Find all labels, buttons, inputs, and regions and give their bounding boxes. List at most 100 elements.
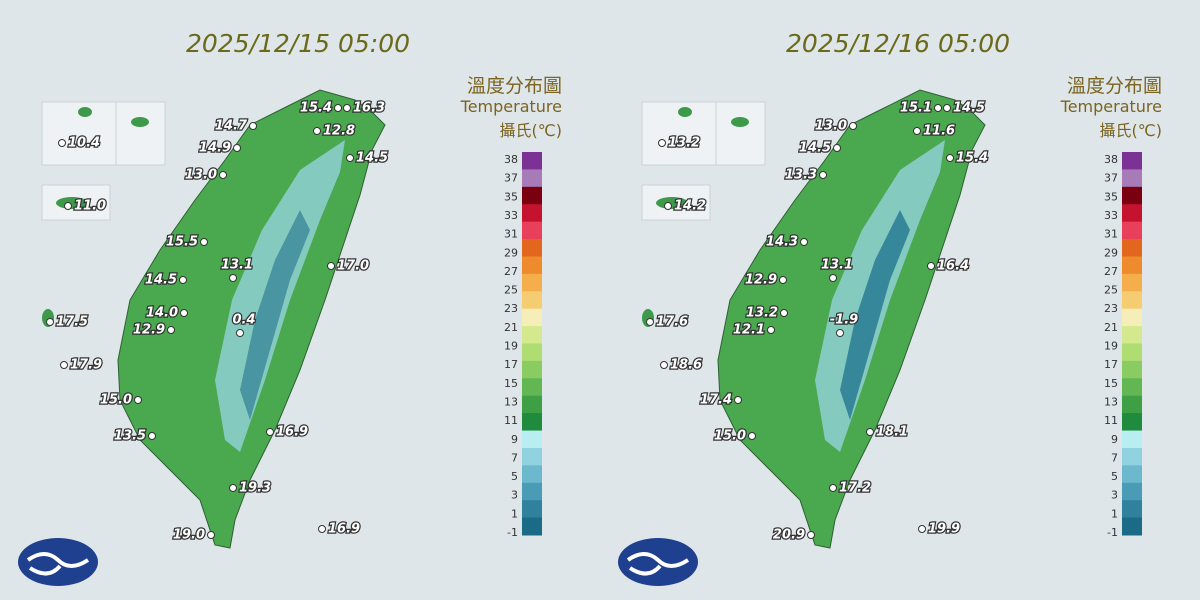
legend-swatch: [522, 430, 542, 449]
station-dot: [819, 171, 827, 179]
legend-label: 19: [1104, 340, 1118, 353]
station-dot: [180, 309, 188, 317]
station-dot: [927, 262, 935, 270]
station-temperature: 17.9: [70, 358, 102, 373]
legend-label: 29: [504, 246, 518, 259]
legend-label: 21: [1104, 321, 1118, 334]
station-dot: [249, 122, 257, 130]
legend-label: 15: [504, 377, 518, 390]
legend-swatch: [1122, 291, 1142, 310]
station-temperature: 19.3: [239, 481, 271, 496]
station-temperature: 15.0: [714, 429, 746, 444]
station-temperature: 14.2: [674, 199, 706, 214]
legend-label: 17: [1104, 358, 1118, 371]
legend-swatch: [522, 447, 542, 466]
cwa-logo: [18, 538, 98, 586]
legend-swatch: [522, 326, 542, 344]
station-dot: [800, 238, 808, 246]
station-temperature: 0.4: [232, 313, 255, 328]
station-dot: [913, 127, 921, 135]
station-temperature: 11.0: [74, 199, 106, 214]
legend-label: 25: [504, 284, 518, 297]
station-dot: [664, 202, 672, 210]
station-temperature: 13.2: [746, 306, 778, 321]
legend-swatch: [1122, 447, 1142, 466]
station-temperature: 15.5: [166, 235, 198, 250]
station-dot: [60, 361, 68, 369]
station-dot: [779, 276, 787, 284]
station-temperature: 11.6: [923, 124, 955, 139]
legend-swatch: [1122, 273, 1142, 292]
station-dot: [179, 276, 187, 284]
logo-swirl: [626, 552, 690, 576]
legend-swatch: [522, 273, 542, 292]
station-temperature: 17.2: [839, 481, 871, 496]
station-temperature: 18.6: [670, 358, 702, 373]
legend-label: 3: [1111, 489, 1118, 502]
legend-label: 31: [504, 228, 518, 241]
station-dot: [207, 531, 215, 539]
legend-swatch: [1122, 308, 1142, 327]
high-mountain-zone: [840, 210, 910, 420]
matsu-inset: [641, 101, 766, 166]
legend-swatch: [522, 395, 542, 414]
station-temperature: 12.8: [323, 124, 355, 139]
legend-label: 23: [1104, 302, 1118, 315]
station-dot: [200, 238, 208, 246]
legend-swatch: [1122, 378, 1142, 397]
legend-title: 溫度分布圖: [1067, 75, 1162, 97]
legend-swatch: [1122, 256, 1142, 275]
legend-label: -1: [507, 526, 518, 539]
legend-swatch: [522, 378, 542, 397]
station-dot: [343, 104, 351, 112]
station-temperature: 14.5: [953, 101, 985, 116]
legend-label: 38: [504, 153, 518, 166]
legend-swatch: [1122, 169, 1142, 188]
legend-subtitle: Temperature: [1060, 97, 1162, 116]
station-dot: [658, 139, 666, 147]
legend-title: 溫度分布圖: [467, 75, 562, 97]
panel: 2025/12/15 05:00 14.7 15.4 16.3 12.8 14.9 14.5…: [18, 29, 562, 586]
legend-swatch: [1122, 430, 1142, 449]
legend-swatch: [1122, 239, 1142, 257]
legend-label: 31: [1104, 228, 1118, 241]
legend-swatch: [522, 221, 542, 240]
legend-label: 37: [1104, 172, 1118, 185]
legend-swatch: [1122, 326, 1142, 344]
legend-label: 23: [504, 302, 518, 315]
timestamp: 2025/12/15 05:00: [186, 29, 410, 58]
legend-label: 19: [504, 340, 518, 353]
station-temperature: 12.1: [733, 323, 765, 338]
station-dot: [833, 144, 841, 152]
station-dot: [943, 104, 951, 112]
station-dot: [918, 525, 926, 533]
station-dot: [780, 309, 788, 317]
legend-label: 27: [1104, 265, 1118, 278]
high-mountain-zone: [240, 210, 310, 420]
station-temperature: 14.5: [145, 273, 177, 288]
legend-label: 9: [511, 433, 518, 446]
station-dot: [229, 274, 237, 282]
matsu-land: [731, 117, 749, 127]
legend-swatch: [522, 465, 542, 484]
legend-swatch: [522, 239, 542, 257]
legend-label: 21: [504, 321, 518, 334]
legend-swatch: [522, 360, 542, 379]
station-dot: [266, 428, 274, 436]
station-dot: [836, 329, 844, 337]
legend-swatch: [522, 169, 542, 188]
legend-label: 37: [504, 172, 518, 185]
station-temperature: 19.9: [928, 522, 960, 537]
station-temperature: 15.4: [956, 151, 988, 166]
legend-unit: 攝氏(℃): [1100, 121, 1162, 140]
panel: 2025/12/16 05:00 13.0 15.1 14.5 11.6 14.5 15.4…: [618, 29, 1162, 586]
station-temperature: 14.9: [199, 141, 231, 156]
station-temperature: 18.1: [876, 425, 908, 440]
station-dot: [233, 144, 241, 152]
station-temperature: 14.0: [146, 306, 178, 321]
station-temperature: 13.0: [185, 168, 217, 183]
legend-label: 7: [1111, 451, 1118, 464]
station-temperature: 10.4: [68, 136, 100, 151]
matsu-land: [78, 107, 92, 117]
